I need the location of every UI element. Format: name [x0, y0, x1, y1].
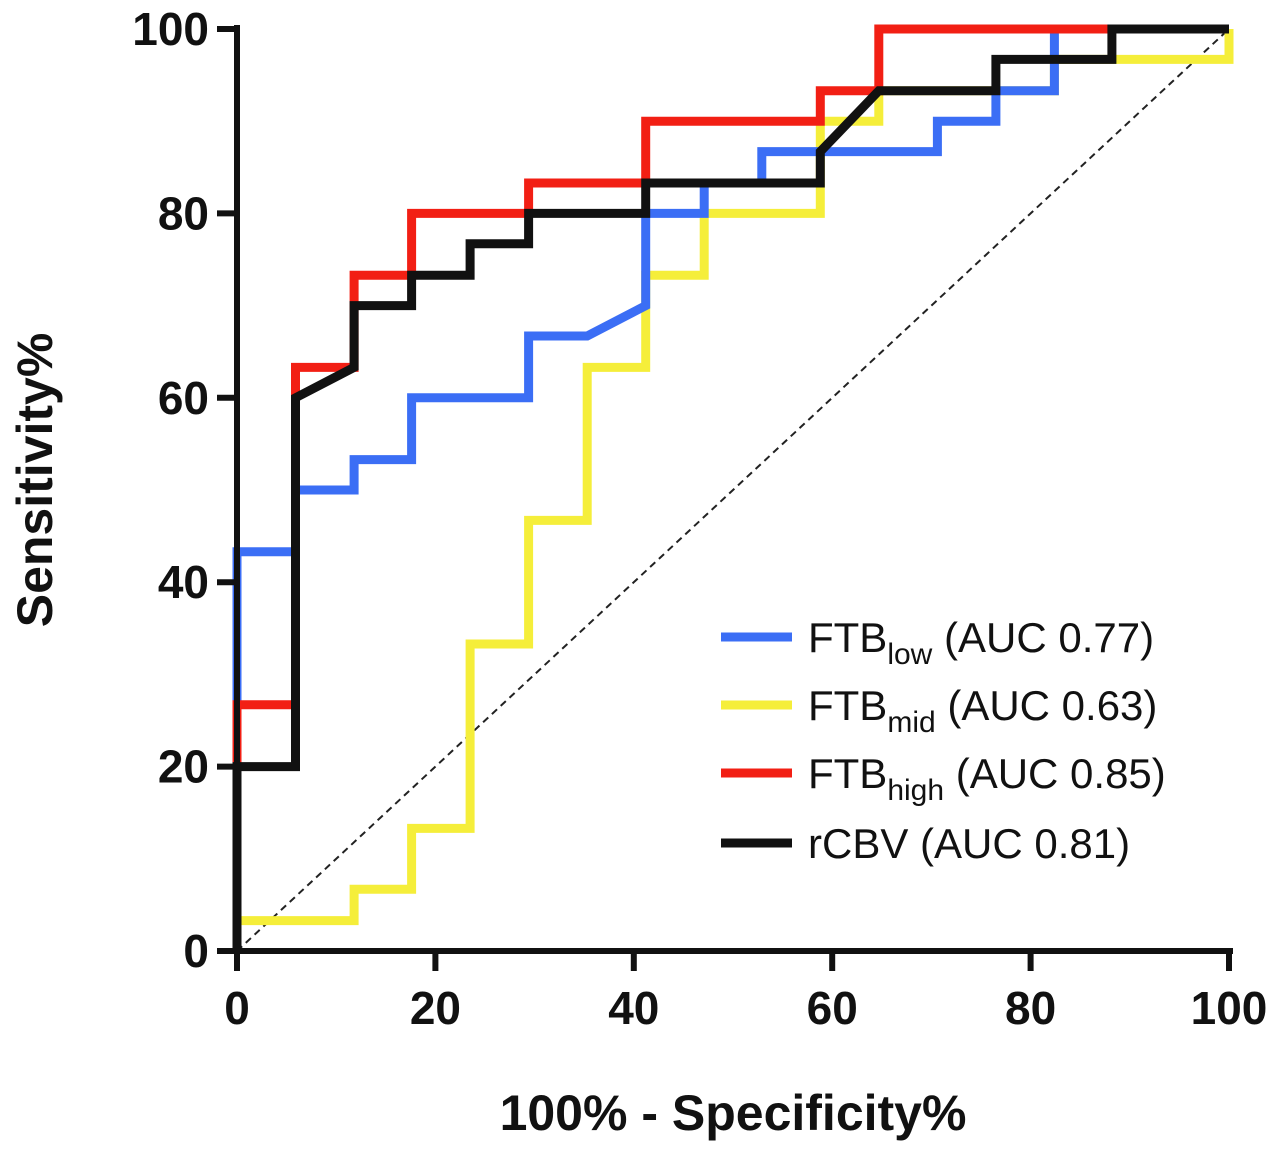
- y-tick-label: 60: [158, 372, 209, 424]
- x-tick-label: 80: [1005, 982, 1056, 1034]
- reference-diagonal-line: [236, 28, 1230, 952]
- y-tick-label: 80: [158, 187, 209, 239]
- legend-label: FTBlow (AUC 0.77): [808, 614, 1154, 671]
- x-tick-label: 40: [608, 982, 659, 1034]
- legend-label: FTBhigh (AUC 0.85): [808, 750, 1166, 807]
- y-tick-label: 0: [183, 925, 209, 977]
- series-line-ftblow: [232, 24, 1229, 951]
- legend-label: rCBV (AUC 0.81): [808, 820, 1130, 867]
- legend: FTBlow (AUC 0.77) FTBmid (AUC 0.63) FTBhig…: [721, 614, 1166, 867]
- y-tick-label: 100: [132, 3, 209, 55]
- x-tick-label: 20: [410, 982, 461, 1034]
- x-axis-title: 100% - Specificity%: [500, 1085, 967, 1141]
- y-tick-label: 20: [158, 741, 209, 793]
- y-tick-label: 40: [158, 556, 209, 608]
- x-tick-label: 0: [224, 982, 250, 1034]
- x-tick-label: 100: [1191, 982, 1268, 1034]
- legend-label: FTBmid (AUC 0.63): [808, 682, 1157, 739]
- series-line-rcbv: [232, 24, 1229, 951]
- y-axis-title: Sensitivity%: [7, 333, 63, 628]
- x-tick-label: 60: [807, 982, 858, 1034]
